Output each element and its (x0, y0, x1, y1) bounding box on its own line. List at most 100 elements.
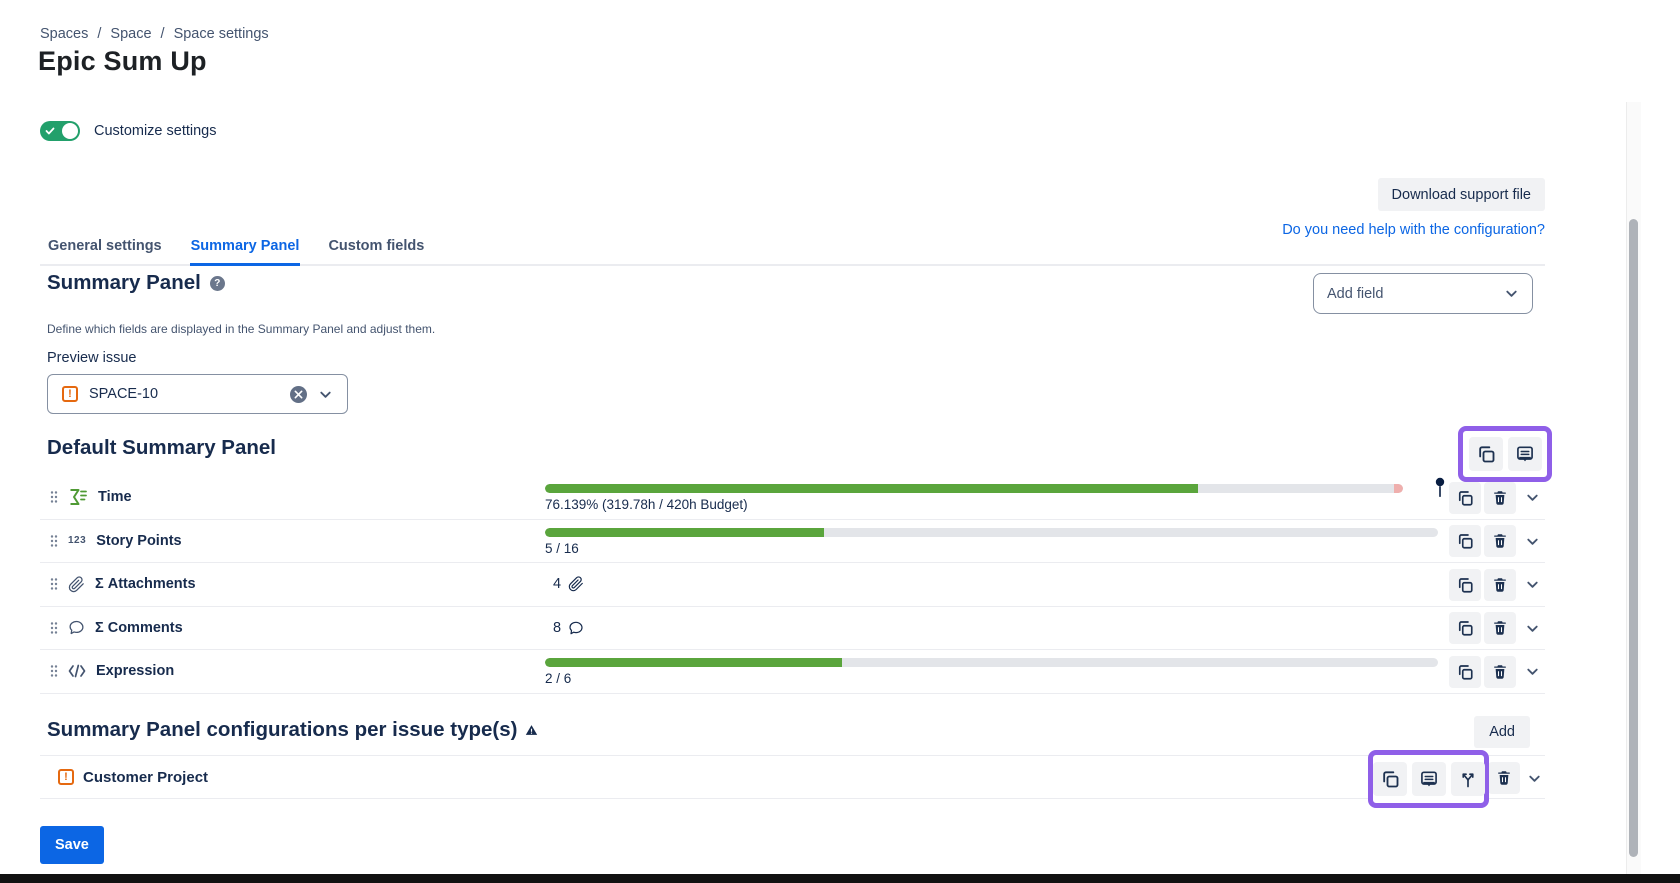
issue-type-row-label: Customer Project (83, 768, 209, 786)
expand-field-button[interactable] (1522, 482, 1542, 514)
copy-icon (1382, 771, 1398, 788)
customize-settings-row: Customize settings (40, 121, 217, 141)
chevron-down-icon (1526, 625, 1538, 632)
field-label: Σ Comments (95, 619, 183, 636)
preview-issue-label: Preview issue (47, 350, 137, 366)
page-title: Epic Sum Up (38, 46, 207, 76)
breadcrumb-space-settings[interactable]: Space settings (173, 26, 269, 42)
chevron-down-icon (1526, 538, 1538, 545)
chevron-down-icon (1528, 775, 1540, 782)
field-row-story-points: 123 Story Points 5 / 16 (40, 520, 1545, 563)
tab-general-settings[interactable]: General settings (48, 238, 162, 254)
toggle-knob (62, 123, 78, 139)
expand-field-button[interactable] (1522, 656, 1542, 688)
drag-handle-icon[interactable] (50, 664, 58, 678)
drag-handle-icon[interactable] (50, 490, 58, 504)
summary-panel-description: Define which fields are displayed in the… (47, 322, 436, 336)
breadcrumb-spaces[interactable]: Spaces (40, 26, 89, 42)
issue-type-section-heading: Summary Panel configurations per issue t… (47, 718, 518, 741)
copy-field-button[interactable] (1449, 612, 1481, 644)
comments-count: 8 (553, 607, 584, 650)
paperclip-icon (68, 576, 84, 592)
copy-icon (1458, 534, 1473, 549)
warning-icon (525, 725, 537, 735)
expand-field-button[interactable] (1522, 612, 1542, 644)
attachments-count: 4 (553, 563, 584, 606)
trash-icon (1494, 621, 1506, 635)
delete-field-button[interactable] (1484, 655, 1516, 688)
chevron-down-icon (1526, 581, 1538, 588)
configuration-note-button[interactable] (1411, 762, 1446, 796)
delete-configuration-button[interactable] (1488, 762, 1520, 794)
chevron-down-icon (1526, 494, 1538, 501)
trash-icon (1498, 771, 1510, 785)
copy-icon (1458, 621, 1473, 636)
field-row-comments: Σ Comments 8 (40, 607, 1545, 650)
configuration-help-link[interactable]: Do you need help with the configuration? (1282, 222, 1545, 238)
preview-issue-value: SPACE-10 (89, 386, 159, 402)
expression-progress-text: 2 / 6 (545, 671, 572, 686)
breadcrumb-separator: / (160, 26, 165, 42)
breadcrumb-space[interactable]: Space (110, 26, 152, 42)
field-row-time: Time 76.139% (319.78h / 420h Budget) (40, 476, 1545, 520)
download-support-file-button[interactable]: Download support file (1377, 178, 1545, 211)
delete-field-button[interactable] (1484, 612, 1516, 644)
branch-condition-button[interactable] (1450, 762, 1485, 796)
customize-settings-toggle[interactable] (40, 121, 80, 141)
highlight-box-panel-actions (1458, 426, 1552, 482)
copy-field-button[interactable] (1449, 481, 1481, 514)
vertical-scrollbar-thumb[interactable] (1629, 219, 1638, 857)
copy-icon (1478, 446, 1494, 463)
chevron-down-icon[interactable] (318, 387, 333, 402)
add-field-select[interactable]: Add field (1313, 273, 1533, 314)
trash-icon (1494, 664, 1506, 679)
customize-settings-label: Customize settings (94, 123, 217, 139)
copy-field-button[interactable] (1449, 525, 1481, 557)
trash-icon (1494, 534, 1506, 548)
drag-handle-icon[interactable] (50, 577, 58, 591)
save-button[interactable]: Save (40, 826, 104, 864)
window-edge-bar (0, 874, 1680, 883)
pin-icon (1435, 477, 1445, 497)
expression-progress: 2 / 6 (545, 658, 1438, 686)
field-label: Σ Attachments (95, 576, 196, 593)
delete-field-button[interactable] (1484, 481, 1516, 514)
highlight-box-configuration-actions (1368, 750, 1489, 808)
breadcrumb-separator: / (97, 26, 102, 42)
add-configuration-button[interactable]: Add (1474, 716, 1530, 748)
drag-handle-icon[interactable] (50, 534, 58, 548)
copy-field-button[interactable] (1449, 655, 1481, 688)
field-label: Story Points (96, 532, 182, 549)
trash-icon (1494, 490, 1506, 505)
story-points-progress-text: 5 / 16 (545, 540, 579, 556)
copy-panel-button[interactable] (1468, 437, 1503, 471)
delete-field-button[interactable] (1484, 568, 1516, 601)
tab-summary-panel[interactable]: Summary Panel (189, 238, 301, 266)
default-panel-field-list: Time 76.139% (319.78h / 420h Budget) 123… (40, 476, 1545, 694)
comment-icon (69, 621, 84, 635)
field-label: Time (98, 489, 132, 506)
panel-note-button[interactable] (1507, 437, 1542, 471)
sum-time-icon (70, 489, 87, 506)
expand-field-button[interactable] (1522, 569, 1542, 601)
copy-icon (1458, 577, 1473, 593)
issue-type-icon: ! (62, 386, 78, 402)
check-icon (45, 127, 55, 135)
expand-field-button[interactable] (1522, 525, 1542, 557)
tab-custom-fields[interactable]: Custom fields (328, 238, 425, 254)
expand-configuration-button[interactable] (1524, 762, 1544, 794)
clear-selection-icon[interactable] (290, 385, 307, 403)
help-icon[interactable]: ? (209, 275, 225, 291)
time-progress: 76.139% (319.78h / 420h Budget) (545, 484, 1403, 512)
branch-icon (1461, 773, 1474, 788)
field-row-attachments: Σ Attachments 4 (40, 563, 1545, 607)
delete-field-button[interactable] (1484, 525, 1516, 557)
drag-handle-icon[interactable] (50, 621, 58, 635)
copy-configuration-button[interactable] (1372, 762, 1407, 796)
note-icon (1420, 771, 1437, 787)
number-123-icon: 123 (68, 535, 87, 547)
preview-issue-select[interactable]: ! SPACE-10 (47, 374, 348, 414)
copy-field-button[interactable] (1449, 568, 1481, 601)
field-row-expression: Expression 2 / 6 (40, 650, 1545, 694)
